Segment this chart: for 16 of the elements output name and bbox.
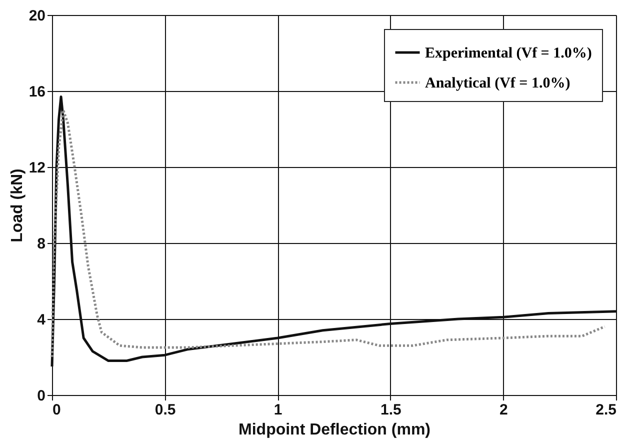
y-tick-label: 16 xyxy=(28,84,46,100)
legend-label: Analytical (Vf = 1.0%) xyxy=(425,76,570,92)
x-tick-label: 0 xyxy=(52,402,61,418)
x-tick-label: 2 xyxy=(500,402,508,418)
y-axis-title: Load (kN) xyxy=(8,168,26,242)
y-tick-label: 8 xyxy=(37,236,46,252)
legend-label: Experimental (Vf = 1.0%) xyxy=(425,46,592,62)
y-tick-label: 12 xyxy=(28,160,46,176)
x-tick-label: 1.5 xyxy=(380,402,402,418)
x-tick-label: 1 xyxy=(274,402,282,418)
y-tick-label: 4 xyxy=(37,312,46,328)
x-tick-label: 2.5 xyxy=(596,402,616,418)
y-tick-label: 20 xyxy=(28,8,46,24)
y-tick-label: 0 xyxy=(37,388,46,404)
x-axis-title: Midpoint Deflection (mm) xyxy=(238,422,430,438)
x-tick-label: 0.5 xyxy=(154,402,176,418)
